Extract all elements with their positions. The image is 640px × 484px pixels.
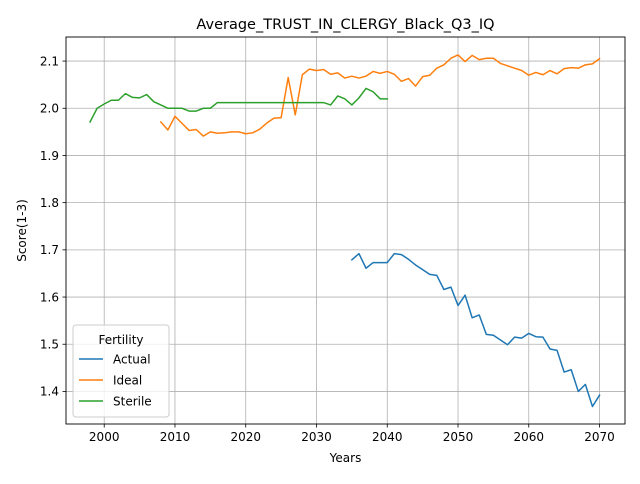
- y-tick-label: 1.4: [40, 385, 59, 399]
- legend-label-actual: Actual: [113, 352, 151, 366]
- x-tick-label: 2060: [513, 430, 544, 444]
- legend-label-ideal: Ideal: [113, 373, 142, 387]
- chart-title: Average_TRUST_IN_CLERGY_Black_Q3_IQ: [196, 17, 494, 33]
- x-axis-label: Years: [329, 451, 362, 465]
- x-tick-label: 2020: [230, 430, 261, 444]
- y-tick-label: 2.1: [40, 54, 59, 68]
- y-tick-label: 1.8: [40, 196, 59, 210]
- legend-title: Fertility: [98, 333, 143, 347]
- y-tick-label: 1.5: [40, 338, 59, 352]
- y-tick-label: 2.0: [40, 102, 59, 116]
- y-tick-label: 1.9: [40, 149, 59, 163]
- legend: Fertility Actual Ideal Sterile: [73, 325, 169, 417]
- x-tick-label: 2040: [372, 430, 403, 444]
- y-tick-label: 1.6: [40, 290, 59, 304]
- x-tick-label: 2050: [443, 430, 474, 444]
- x-tick-label: 2030: [301, 430, 332, 444]
- y-axis-label: Score(1-3): [15, 199, 29, 262]
- x-tick-label: 2070: [584, 430, 615, 444]
- x-tick-label: 2000: [89, 430, 120, 444]
- y-tick-label: 1.7: [40, 243, 59, 257]
- x-tick-label: 2010: [160, 430, 191, 444]
- legend-label-sterile: Sterile: [113, 394, 152, 408]
